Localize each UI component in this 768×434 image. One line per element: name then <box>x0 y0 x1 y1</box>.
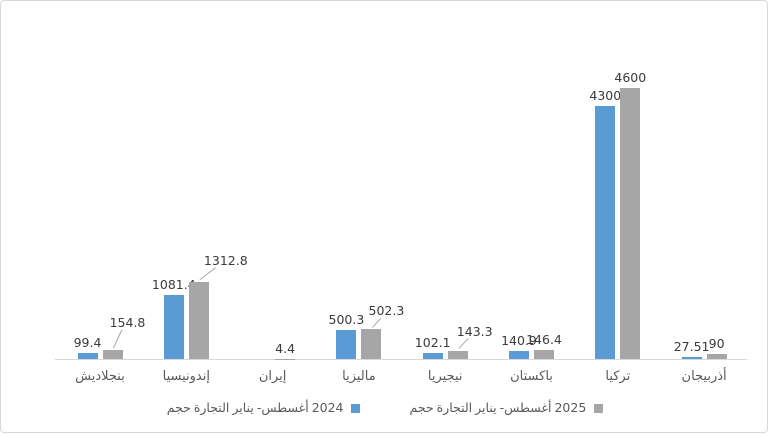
x-axis-line <box>55 359 747 360</box>
value-label-2025-8: 90 <box>709 337 725 351</box>
bar-2025-8 <box>707 354 727 359</box>
bar-2024-7 <box>595 106 615 359</box>
value-label-2025-1: 154.8 <box>110 316 146 330</box>
bar-2024-4 <box>336 330 356 359</box>
category-label: ماليزيا <box>342 368 376 386</box>
bar-2024-5 <box>423 353 443 359</box>
value-label-2024-5: 102.1 <box>415 336 451 350</box>
category-label: باكستان <box>510 368 553 386</box>
category-label: إيران <box>259 368 287 386</box>
bar-2025-7 <box>620 88 640 359</box>
value-label-2025-4: 502.3 <box>368 304 404 318</box>
bar-2024-6 <box>509 351 529 359</box>
category-label: نيجيريا <box>428 368 463 386</box>
category-label: بنجلاديش <box>75 368 125 386</box>
bar-2025-6 <box>534 350 554 359</box>
bar-2024-1 <box>78 353 98 359</box>
value-label-2024-1: 99.4 <box>74 336 102 350</box>
leader-line <box>372 318 380 327</box>
bar-2025-2 <box>189 282 209 359</box>
value-label-2025-6: 146.4 <box>526 333 562 347</box>
value-label-2025-7: 4600 <box>614 71 646 85</box>
leader-line <box>459 339 469 349</box>
value-label-2024-4: 500.3 <box>328 313 364 327</box>
legend-swatch-2024 <box>351 404 360 413</box>
category-label: تركيا <box>605 368 630 386</box>
bar-2024-2 <box>164 295 184 359</box>
bar-2024-8 <box>682 357 702 359</box>
value-label-2024-8: 27.51 <box>674 340 710 354</box>
bar-2025-1 <box>103 350 123 359</box>
value-label-2025-5: 143.3 <box>457 325 493 339</box>
bar-2025-4 <box>361 329 381 359</box>
bar-2025-5 <box>448 351 468 359</box>
value-label-2025-3: 4.4 <box>275 342 295 356</box>
value-label-2024-7: 4300 <box>589 89 621 103</box>
category-label: إندونيسيا <box>163 368 210 386</box>
category-label: أذربيجان <box>682 368 727 386</box>
leader-line <box>114 330 122 348</box>
value-label-2025-2: 1312.8 <box>204 254 248 268</box>
leader-line <box>200 268 216 280</box>
legend-swatch-2025 <box>594 404 603 413</box>
